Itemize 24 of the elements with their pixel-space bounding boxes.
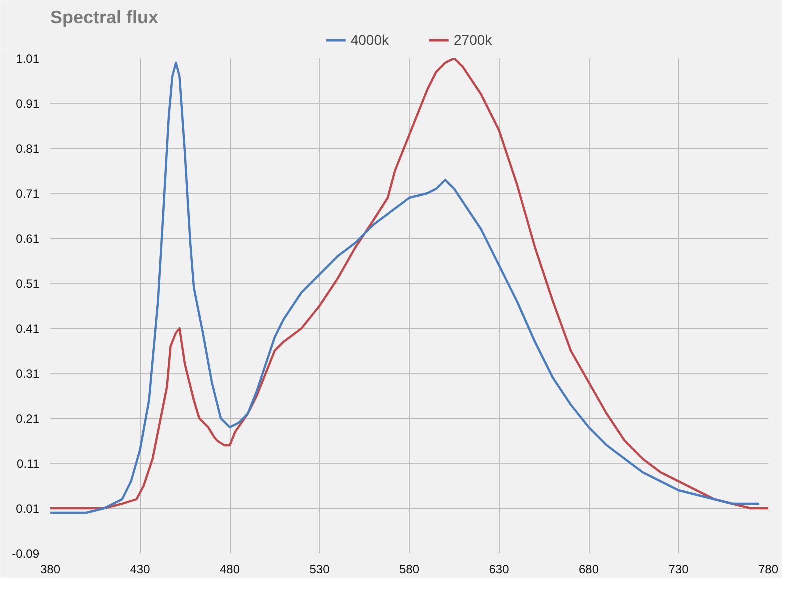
x-tick-label: 680 [578, 562, 600, 576]
x-tick-label: 480 [220, 562, 240, 576]
x-tick-label: 730 [668, 562, 690, 576]
y-tick-label: 0.41 [16, 322, 40, 336]
x-tick-label: 380 [40, 562, 61, 576]
y-tick-label: 0.61 [16, 232, 40, 246]
y-tick-label: 0.81 [16, 142, 40, 156]
x-tick-label: 780 [758, 562, 779, 576]
y-tick-label: 0.21 [16, 412, 40, 426]
legend-label: 4000k [350, 32, 389, 48]
legend-label: 2700k [454, 32, 492, 48]
y-tick-label: 0.11 [17, 457, 40, 471]
y-tick-label: 0.31 [16, 367, 40, 381]
y-tick-label: 1.01 [16, 52, 40, 66]
x-tick-label: 530 [310, 562, 330, 576]
x-tick-label: 630 [489, 562, 510, 576]
y-tick-label: -0.09 [12, 547, 40, 561]
y-tick-label: 0.91 [16, 97, 40, 111]
y-tick-label: 0.51 [16, 277, 40, 291]
y-tick-label: 0.01 [16, 502, 40, 516]
x-tick-label: 430 [130, 562, 151, 576]
y-tick-label: 0.71 [16, 187, 40, 201]
chart-title: Spectral flux [50, 8, 159, 28]
x-tick-label: 580 [399, 562, 420, 576]
